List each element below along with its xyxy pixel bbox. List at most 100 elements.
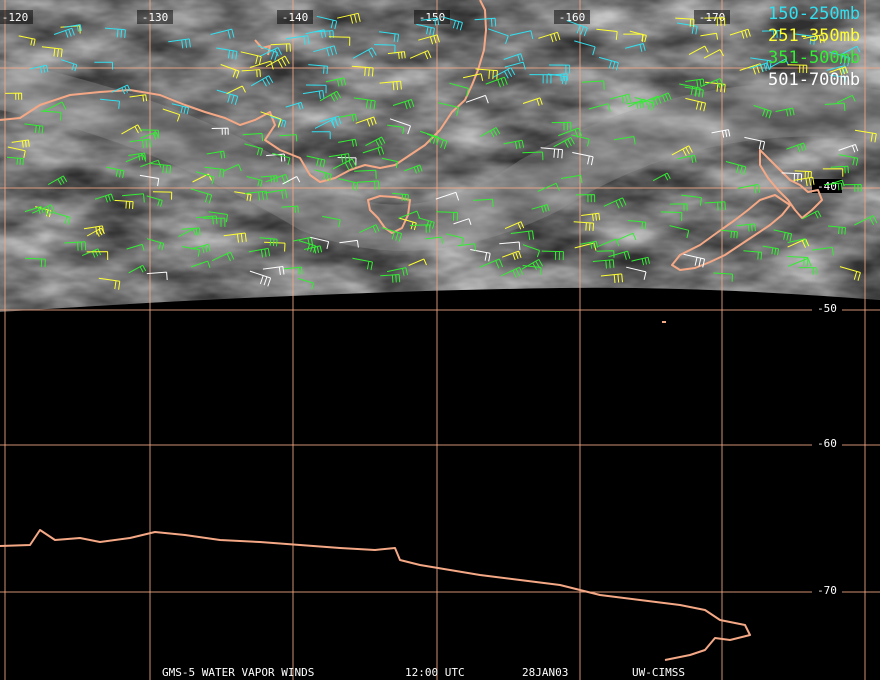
wind-barb	[125, 154, 147, 163]
wind-barb	[222, 164, 242, 172]
wind-barb	[683, 253, 706, 268]
footer-text: 28JAN03	[522, 666, 568, 679]
wind-barb	[531, 204, 550, 213]
wind-barb	[651, 92, 672, 103]
wind-barb	[260, 111, 282, 128]
wind-barb	[244, 143, 263, 156]
wind-barb	[60, 59, 78, 72]
wind-barb	[750, 57, 772, 70]
wind-barb	[794, 170, 812, 179]
wind-barb	[285, 101, 304, 110]
wind-barb	[365, 136, 386, 147]
wind-barb	[351, 65, 374, 77]
wind-barb	[381, 227, 403, 242]
wind-barb	[338, 113, 358, 122]
longitude-label: -130	[142, 11, 169, 24]
wind-barb	[310, 236, 330, 250]
wind-barb	[337, 157, 357, 166]
wind-barb	[106, 166, 125, 178]
wind-barb	[561, 174, 583, 184]
wind-barb	[442, 16, 463, 31]
wind-barb	[502, 250, 522, 261]
wind-barb	[462, 73, 484, 82]
wind-barb	[322, 215, 341, 228]
wind-barb	[264, 189, 288, 199]
wind-barb	[264, 241, 286, 252]
wind-barb	[588, 103, 611, 112]
wind-barb	[781, 172, 803, 182]
wind-barb	[685, 78, 705, 88]
wind-barb	[504, 221, 525, 230]
wind-barb	[308, 64, 329, 74]
wind-barb	[86, 251, 109, 261]
wind-barb	[669, 203, 688, 211]
wind-barb	[703, 49, 724, 59]
wind-barb	[41, 46, 63, 58]
wind-barb	[409, 224, 431, 233]
wind-barb	[581, 212, 601, 222]
wind-barb	[129, 94, 148, 102]
wind-barb	[139, 174, 160, 187]
wind-barb	[281, 205, 299, 213]
wind-barb	[700, 78, 724, 88]
coastlines	[0, 0, 823, 661]
wind-barb	[352, 257, 373, 271]
wind-barb	[241, 69, 261, 78]
wind-barb	[541, 250, 564, 261]
new-zealand-north	[759, 149, 823, 219]
wind-barb	[353, 97, 376, 110]
wind-barb	[418, 217, 435, 229]
wind-barb	[42, 101, 67, 112]
label-bg	[812, 436, 842, 450]
wind-barb	[596, 250, 615, 258]
wind-barb	[111, 84, 131, 95]
wind-barb	[282, 176, 301, 185]
wind-barb	[627, 220, 647, 230]
wind-barb	[786, 142, 807, 153]
wind-barb	[352, 47, 377, 59]
wind-barb	[389, 118, 411, 135]
legend-entry: 150-250mb	[768, 4, 860, 24]
wind-barb	[203, 217, 226, 227]
wind-barb	[787, 64, 808, 74]
wind-barb	[260, 175, 278, 183]
wind-barb	[293, 236, 313, 246]
wind-barb	[572, 152, 594, 166]
wind-barb	[522, 151, 544, 161]
wind-barb	[737, 183, 761, 194]
wind-barb	[597, 238, 620, 247]
wind-barb	[244, 190, 268, 201]
wind-barb	[474, 17, 497, 27]
wind-barb	[522, 244, 541, 258]
wind-barb	[226, 85, 246, 95]
wind-barb	[425, 236, 443, 244]
wind-barb	[529, 74, 552, 84]
label-bg	[277, 10, 313, 24]
wind-barb	[522, 97, 543, 106]
wind-barb	[416, 23, 435, 36]
wind-barb	[380, 274, 401, 283]
wind-barb	[679, 83, 701, 97]
wind-barb	[571, 134, 590, 147]
wind-barb	[487, 28, 509, 44]
wind-barb	[178, 228, 197, 238]
wind-barb	[669, 225, 690, 239]
wind-barb	[592, 259, 615, 269]
latitude-label: -40	[817, 180, 837, 193]
wind-barb	[574, 40, 596, 56]
wind-barb	[499, 241, 521, 250]
wind-barb	[700, 32, 719, 40]
wind-barb	[841, 45, 861, 55]
wind-barb	[769, 58, 790, 68]
wind-barb	[829, 66, 849, 76]
wind-barb	[614, 136, 636, 145]
longitude-label: -120	[2, 11, 29, 24]
wind-barb	[538, 31, 561, 43]
wind-barb	[53, 27, 75, 38]
wind-barb	[437, 102, 460, 116]
wind-barb	[824, 102, 846, 111]
wind-barb	[567, 20, 588, 37]
wind-barb	[711, 129, 731, 138]
wind-barb	[168, 38, 191, 49]
wind-barb	[540, 147, 563, 159]
